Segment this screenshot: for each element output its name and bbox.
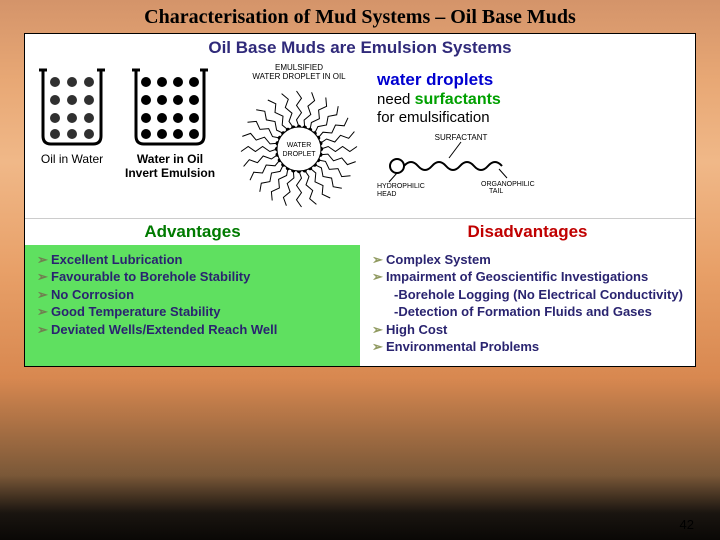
adv-dis-body: ➢Excellent Lubrication➢Favourable to Bor… [25,245,695,366]
disadvantage-item: ➢Complex System [372,251,685,269]
micelle-center-text2: DROPLET [283,151,317,158]
oil-in-water-label: Oil in Water [41,152,103,166]
micelle-icon: WATER DROPLET [229,82,369,212]
advantage-item: ➢Good Temperature Stability [37,303,350,321]
disadvantages-heading: Disadvantages [360,219,695,245]
disadvantages-column: ➢Complex System➢Impairment of Geoscienti… [360,245,695,366]
bullet-icon: ➢ [37,251,49,269]
advantage-text: Excellent Lubrication [51,251,350,269]
surfactant-label: SURFACTANT [435,133,488,142]
bullet-icon: ➢ [37,303,49,321]
annot-water-droplets: water droplets [377,70,687,90]
disadvantage-text: High Cost [386,321,685,339]
annot-surfactants: surfactants [415,91,501,108]
advantages-heading: Advantages [25,219,360,245]
hydrophilic-label: HYDROPHILIC [377,183,425,190]
advantage-text: Deviated Wells/Extended Reach Well [51,321,350,339]
micelle-center-text: WATER [287,142,312,149]
advantage-item: ➢Deviated Wells/Extended Reach Well [37,321,350,339]
water-in-oil-label: Water in OilInvert Emulsion [125,152,215,181]
bullet-icon: ➢ [372,338,384,356]
bullet-icon: ➢ [37,286,49,304]
bullet-icon: ➢ [37,321,49,339]
advantage-item: ➢No Corrosion [37,286,350,304]
annot-need-word: need [377,91,415,108]
advantage-item: ➢Favourable to Borehole Stability [37,268,350,286]
organophilic-label: ORGANOPHILIC [481,181,535,188]
disadvantage-item: ➢Impairment of Geoscientific Investigati… [372,268,685,286]
annot-for-emulsification: for emulsification [377,109,687,126]
advantage-text: Good Temperature Stability [51,303,350,321]
bullet-icon: ➢ [372,251,384,269]
annot-need-line: need surfactants [377,91,687,109]
disadvantage-item: ➢Environmental Problems [372,338,685,356]
disadvantage-item: ➢High Cost [372,321,685,339]
content-panel: Oil Base Muds are Emulsion Systems Oil i… [24,33,696,367]
water-in-oil-diagram: Water in OilInvert Emulsion [125,64,215,181]
advantage-item: ➢Excellent Lubrication [37,251,350,269]
emulsion-heading: Oil Base Muds are Emulsion Systems [25,34,695,62]
micelle-caption-bottom: WATER DROPLET IN OIL [252,73,345,82]
disadvantage-text: Impairment of Geoscientific Investigatio… [386,268,685,286]
bullet-icon: ➢ [37,268,49,286]
emulsion-row: Oil in Water Water in OilInvert Emulsion… [25,62,695,218]
page-number: 42 [680,517,694,532]
disadvantage-subitem: -Detection of Formation Fluids and Gases [394,303,685,321]
annotation-block: water droplets need surfactants for emul… [377,64,687,195]
advantage-text: No Corrosion [51,286,350,304]
micelle-diagram: EMULSIFIED WATER DROPLET IN OIL WATER DR… [229,64,369,212]
advantage-text: Favourable to Borehole Stability [51,268,350,286]
water-in-oil-icon [126,64,214,148]
disadvantage-text: Complex System [386,251,685,269]
bullet-icon: ➢ [372,321,384,339]
slide-title: Characterisation of Mud Systems – Oil Ba… [0,0,720,33]
adv-dis-header: Advantages Disadvantages [25,218,695,245]
bullet-icon: ➢ [372,268,384,286]
oil-in-water-diagram: Oil in Water [33,64,111,166]
oil-in-water-icon [33,64,111,148]
disadvantage-subitem: -Borehole Logging (No Electrical Conduct… [394,286,685,304]
surfactant-icon: SURFACTANT HYDROPHILIC HEAD ORGANOPHILIC [377,132,547,192]
advantages-column: ➢Excellent Lubrication➢Favourable to Bor… [25,245,360,366]
disadvantage-text: Environmental Problems [386,338,685,356]
